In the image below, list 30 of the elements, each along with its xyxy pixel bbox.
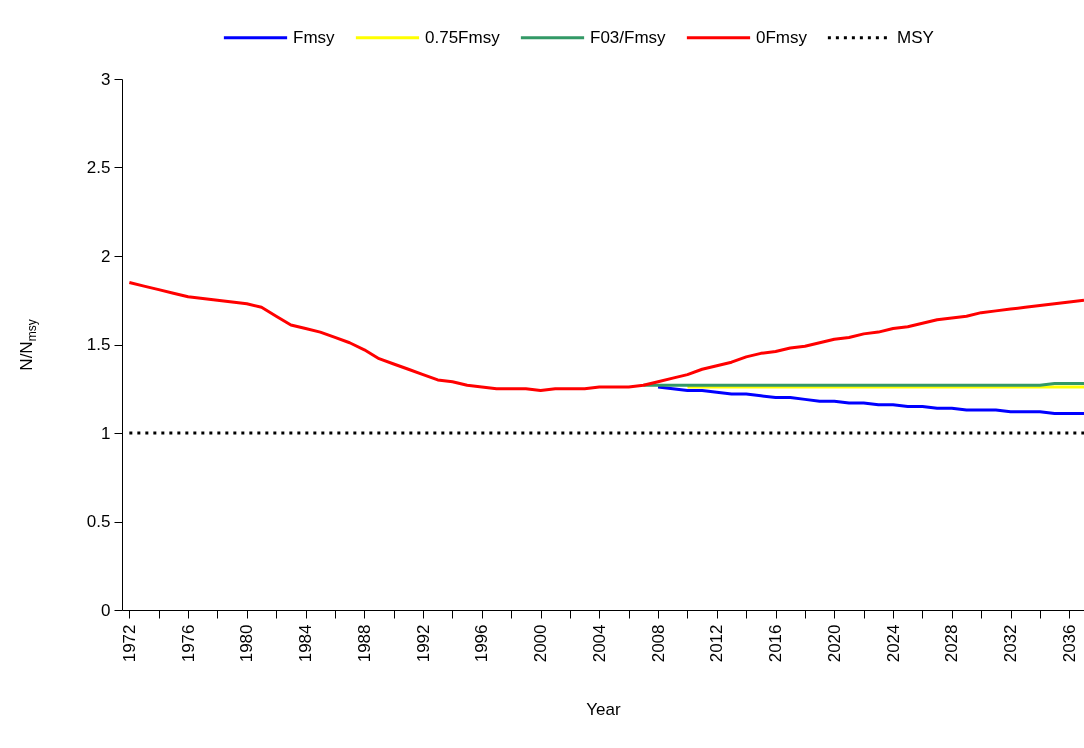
x-tick-label: 2004	[589, 624, 609, 663]
x-tick-label: 1996	[472, 624, 492, 663]
y-tick-label: 3	[101, 69, 111, 89]
x-axis-title: Year	[586, 700, 622, 720]
x-tick-label: 1992	[413, 624, 433, 663]
x-tick-label: 2008	[648, 624, 668, 663]
x-tick-label: 2036	[1059, 624, 1079, 663]
legend-label: 0.75Fmsy	[425, 27, 501, 47]
x-tick-label: 1972	[119, 624, 139, 663]
x-tick-label: 2032	[1001, 624, 1021, 663]
x-tick-label: 1976	[178, 624, 198, 663]
y-tick-label: 2	[101, 246, 111, 266]
x-tick-label: 2012	[707, 624, 727, 663]
y-tick-label: 0.5	[86, 512, 111, 531]
x-tick-label: 1984	[296, 624, 316, 663]
x-tick-label: 1988	[354, 624, 374, 663]
x-tick-label: 2024	[883, 624, 903, 663]
y-tick-label: 2.5	[86, 158, 111, 177]
x-tick-label: 1980	[237, 624, 257, 663]
legend-label: 0Fmsy	[756, 27, 808, 47]
legend-label: MSY	[897, 27, 934, 47]
y-tick-label: 1	[101, 423, 111, 443]
x-tick-label: 2020	[824, 624, 844, 663]
legend-label: Fmsy	[293, 27, 336, 47]
legend-label: F03/Fmsy	[590, 27, 667, 47]
x-tick-label: 2000	[531, 624, 551, 663]
x-tick-label: 2028	[942, 624, 962, 663]
x-tick-label: 2016	[766, 624, 786, 663]
y-tick-label: 0	[101, 600, 111, 620]
y-tick-label: 1.5	[86, 335, 111, 354]
